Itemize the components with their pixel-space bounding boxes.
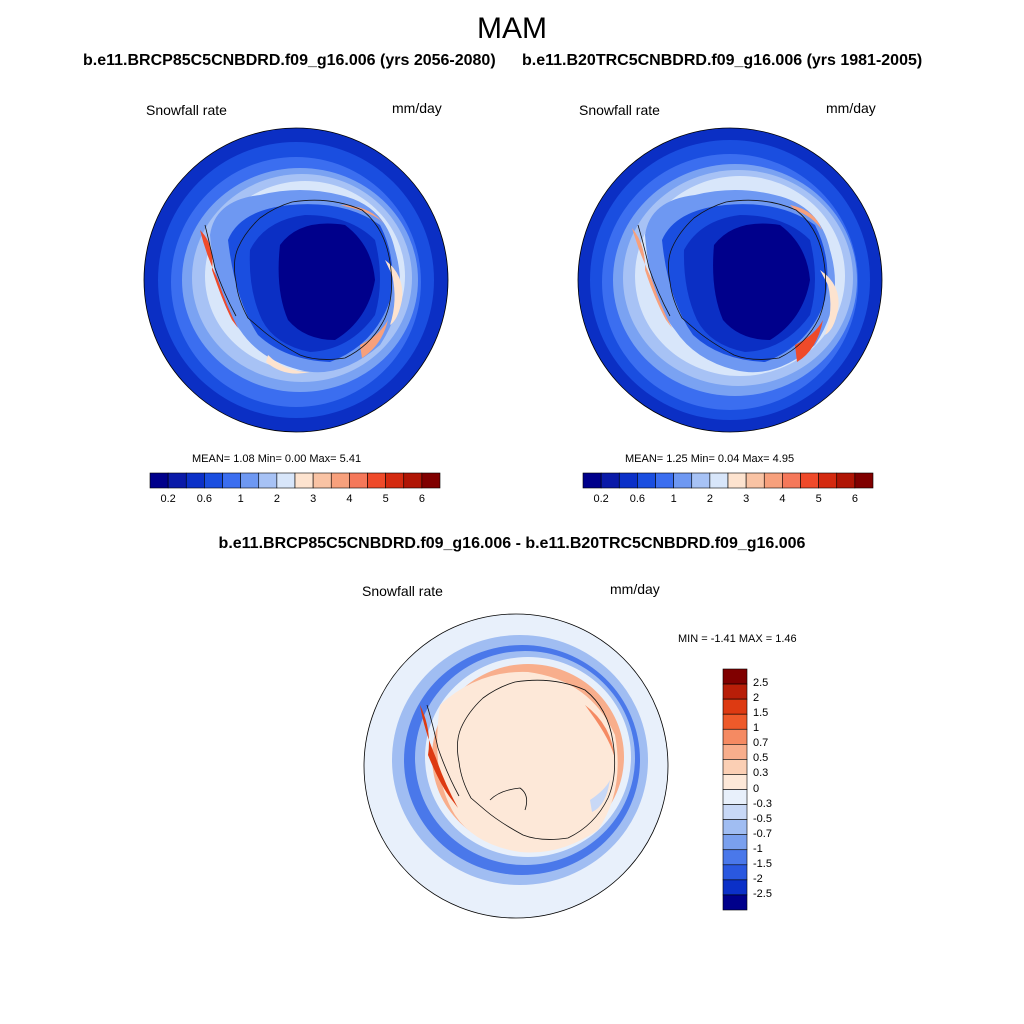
colorbar-tick-label: 1 xyxy=(670,493,677,505)
colorbar-swatch xyxy=(655,472,674,489)
colorbar-swatch xyxy=(722,698,748,715)
colorbar-tick-label: 1 xyxy=(237,493,244,505)
colorbar-swatch xyxy=(722,819,748,835)
colorbar-swatch xyxy=(722,728,748,745)
difference-colorbar xyxy=(722,668,748,911)
difference-run-title: b.e11.BRCP85C5CNBDRD.f09_g16.006 - b.e11… xyxy=(218,535,806,552)
colorbar-swatch xyxy=(149,472,169,489)
left-colorbar xyxy=(149,472,441,489)
left-polar-map xyxy=(144,128,448,432)
colorbar-swatch xyxy=(349,472,368,489)
colorbar-tick-label: 4 xyxy=(779,493,786,505)
colorbar-swatch xyxy=(722,804,748,820)
colorbar-swatch xyxy=(709,472,729,489)
colorbar-swatch xyxy=(722,668,748,685)
colorbar-tick-label: -0.3 xyxy=(753,797,772,810)
colorbar-tick-label: 2 xyxy=(753,692,760,705)
colorbar-tick-label: 2.5 xyxy=(753,677,769,690)
colorbar-swatch xyxy=(722,864,748,881)
colorbar-swatch xyxy=(204,472,223,489)
colorbar-tick-label: 0.5 xyxy=(753,752,769,765)
colorbar-swatch xyxy=(722,834,748,851)
colorbar-swatch xyxy=(800,472,819,489)
colorbar-tick-label: 0.3 xyxy=(753,767,769,780)
colorbar-tick-label: 0 xyxy=(753,782,760,795)
colorbar-swatch xyxy=(222,472,241,489)
colorbar-swatch xyxy=(854,472,874,489)
left-run-title: b.e11.BRCP85C5CNBDRD.f09_g16.006 (yrs 20… xyxy=(83,52,496,69)
difference-stats: MIN = -1.41 MAX = 1.46 xyxy=(678,633,797,645)
difference-variable-label: Snowfall rate xyxy=(362,583,443,599)
colorbar-swatch xyxy=(782,472,801,489)
colorbar-tick-label: 6 xyxy=(418,493,425,505)
left-variable-label: Snowfall rate xyxy=(146,102,227,118)
right-stats: MEAN= 1.25 Min= 0.04 Max= 4.95 xyxy=(625,453,795,465)
colorbar-tick-label: 1.5 xyxy=(753,707,769,720)
colorbar-swatch xyxy=(722,683,748,700)
colorbar-swatch xyxy=(258,472,278,489)
colorbar-tick-label: 0.2 xyxy=(593,493,609,505)
colorbar-swatch xyxy=(276,472,296,489)
colorbar-tick-label: 5 xyxy=(815,493,822,505)
colorbar-swatch xyxy=(167,472,187,489)
colorbar-swatch xyxy=(582,472,602,489)
right-polar-map xyxy=(578,128,882,432)
colorbar-swatch xyxy=(673,472,693,489)
colorbar-tick-label: 3 xyxy=(310,493,317,505)
colorbar-tick-label: -0.7 xyxy=(753,827,772,840)
colorbar-tick-label: 0.6 xyxy=(629,493,646,505)
colorbar-swatch xyxy=(600,472,620,489)
right-colorbar xyxy=(582,472,874,489)
colorbar-tick-label: -2.5 xyxy=(753,887,772,900)
colorbar-swatch xyxy=(637,472,656,489)
colorbar-swatch xyxy=(240,472,260,489)
colorbar-tick-label: -0.5 xyxy=(753,812,772,825)
colorbar-tick-label: -2 xyxy=(753,872,763,885)
colorbar-tick-label: 0.7 xyxy=(753,737,769,750)
difference-units-label: mm/day xyxy=(610,581,660,597)
colorbar-tick-label: 1 xyxy=(753,722,760,735)
colorbar-swatch xyxy=(421,472,441,489)
colorbar-tick-label: -1.5 xyxy=(753,857,772,870)
colorbar-swatch xyxy=(727,472,747,489)
colorbar-swatch xyxy=(763,472,783,489)
colorbar-tick-label: 6 xyxy=(851,493,858,505)
colorbar-tick-label: 4 xyxy=(346,493,353,505)
colorbar-swatch xyxy=(722,759,748,775)
colorbar-swatch xyxy=(691,472,711,489)
colorbar-swatch xyxy=(722,879,748,896)
colorbar-tick-label: -1 xyxy=(753,842,763,855)
colorbar-tick-label: 2 xyxy=(706,493,713,505)
colorbar-swatch xyxy=(330,472,350,489)
colorbar-tick-label: 5 xyxy=(382,493,389,505)
colorbar-swatch xyxy=(722,774,748,790)
colorbar-swatch xyxy=(722,713,748,730)
colorbar-swatch xyxy=(618,472,638,489)
right-variable-label: Snowfall rate xyxy=(579,102,660,118)
left-stats: MEAN= 1.08 Min= 0.00 Max= 5.41 xyxy=(192,453,362,465)
colorbar-swatch xyxy=(294,472,314,489)
colorbar-swatch xyxy=(312,472,332,489)
figure-title: MAM xyxy=(477,12,547,45)
colorbar-swatch xyxy=(385,472,405,489)
colorbar-tick-label: 3 xyxy=(743,493,750,505)
colorbar-swatch xyxy=(836,472,856,489)
right-units-label: mm/day xyxy=(826,100,876,116)
difference-polar-map xyxy=(364,614,668,918)
colorbar-swatch xyxy=(722,744,748,760)
colorbar-swatch xyxy=(745,472,765,489)
colorbar-swatch xyxy=(722,789,748,805)
colorbar-swatch xyxy=(403,472,423,489)
colorbar-swatch xyxy=(185,472,205,489)
colorbar-swatch xyxy=(722,894,748,911)
colorbar-swatch xyxy=(367,472,386,489)
colorbar-swatch xyxy=(818,472,838,489)
right-run-title: b.e11.B20TRC5CNBDRD.f09_g16.006 (yrs 198… xyxy=(522,52,923,69)
left-units-label: mm/day xyxy=(392,100,442,116)
colorbar-tick-label: 2 xyxy=(273,493,280,505)
colorbar-tick-label: 0.2 xyxy=(160,493,176,505)
colorbar-swatch xyxy=(722,849,748,866)
colorbar-tick-label: 0.6 xyxy=(196,493,213,505)
